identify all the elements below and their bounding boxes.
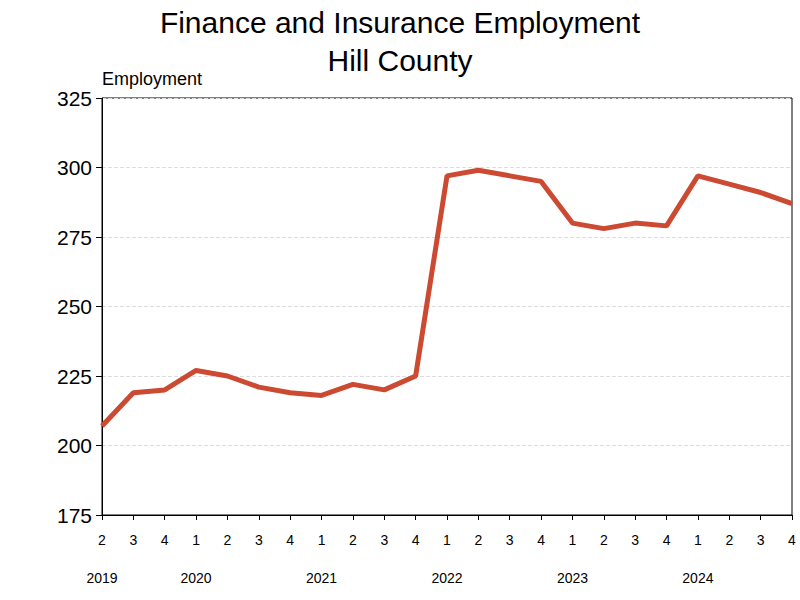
svg-text:325: 325 — [57, 87, 92, 110]
svg-text:2: 2 — [98, 532, 106, 548]
svg-text:4: 4 — [537, 532, 545, 548]
svg-text:1: 1 — [318, 532, 326, 548]
svg-text:Employment: Employment — [102, 69, 202, 89]
svg-text:2021: 2021 — [306, 570, 337, 586]
svg-text:4: 4 — [286, 532, 294, 548]
svg-text:3: 3 — [129, 532, 137, 548]
svg-text:2: 2 — [474, 532, 482, 548]
svg-text:3: 3 — [757, 532, 765, 548]
svg-text:3: 3 — [631, 532, 639, 548]
svg-text:2024: 2024 — [682, 570, 713, 586]
svg-text:1: 1 — [569, 532, 577, 548]
svg-text:250: 250 — [57, 295, 92, 318]
svg-text:2020: 2020 — [181, 570, 212, 586]
svg-text:2023: 2023 — [557, 570, 588, 586]
svg-text:2022: 2022 — [431, 570, 462, 586]
svg-text:2: 2 — [224, 532, 232, 548]
svg-text:300: 300 — [57, 156, 92, 179]
svg-text:1: 1 — [443, 532, 451, 548]
svg-text:3: 3 — [255, 532, 263, 548]
svg-text:200: 200 — [57, 434, 92, 457]
svg-text:1: 1 — [192, 532, 200, 548]
svg-text:2: 2 — [725, 532, 733, 548]
svg-text:2: 2 — [349, 532, 357, 548]
svg-text:175: 175 — [57, 504, 92, 527]
svg-text:2019: 2019 — [86, 570, 117, 586]
svg-text:2: 2 — [600, 532, 608, 548]
svg-text:4: 4 — [663, 532, 671, 548]
svg-text:Finance and Insurance Employme: Finance and Insurance Employment — [160, 6, 641, 39]
svg-text:4: 4 — [412, 532, 420, 548]
svg-text:4: 4 — [161, 532, 169, 548]
svg-text:1: 1 — [694, 532, 702, 548]
svg-text:3: 3 — [380, 532, 388, 548]
svg-text:Hill County: Hill County — [327, 44, 472, 77]
svg-text:225: 225 — [57, 365, 92, 388]
svg-text:275: 275 — [57, 226, 92, 249]
svg-text:3: 3 — [506, 532, 514, 548]
svg-text:4: 4 — [788, 532, 796, 548]
